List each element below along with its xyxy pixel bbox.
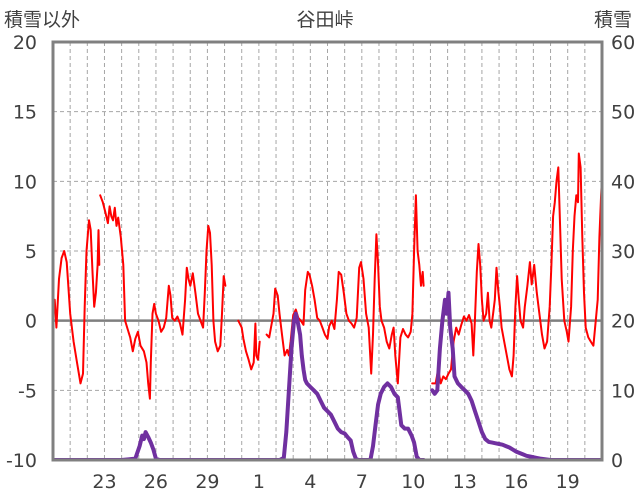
chart-title: 谷田峠 (296, 9, 353, 31)
x-tick-label: 1 (253, 471, 265, 493)
y-left-tick-label: 0 (25, 311, 37, 333)
x-tick-label: 10 (401, 471, 425, 493)
y-left-tick-labels: 20 15 10 5 0 -5 -10 (6, 32, 37, 472)
y-left-tick-label: 10 (13, 171, 37, 193)
x-tick-label: 23 (92, 471, 116, 493)
horizontal-gridlines (53, 111, 602, 391)
y-right-tick-label: 50 (611, 102, 635, 124)
x-tick-label: 13 (453, 471, 477, 493)
y-right-tick-label: 30 (611, 241, 635, 263)
x-tick-label: 26 (144, 471, 168, 493)
y-right-tick-label: 40 (611, 171, 635, 193)
x-tick-labels: 23 26 29 1 4 7 10 13 16 19 (92, 471, 579, 493)
x-tick-label: 4 (304, 471, 316, 493)
x-tick-label: 19 (556, 471, 580, 493)
plot-frame (51, 40, 604, 462)
y-right-tick-label: 20 (611, 311, 635, 333)
y-left-tick-label: 15 (13, 102, 37, 124)
x-tick-label: 16 (504, 471, 528, 493)
y-right-tick-labels: 60 50 40 30 20 10 0 (611, 32, 635, 472)
x-tick-label: 7 (356, 471, 368, 493)
other-series-segment (53, 219, 101, 385)
y-right-tick-label: 60 (611, 32, 635, 54)
y-right-axis-label: 積雪 (594, 9, 632, 31)
other-series-segment (431, 152, 602, 385)
y-left-axis-label: 積雪以外 (4, 9, 80, 31)
other-series-segment (99, 194, 227, 400)
x-tick-label: 29 (195, 471, 219, 493)
snow-depth-series-segment (53, 311, 426, 460)
y-left-tick-label: 20 (13, 32, 37, 54)
y-right-tick-label: 10 (611, 380, 635, 402)
y-right-tick-label: 0 (611, 450, 623, 472)
other-series-segment (237, 319, 261, 371)
y-left-tick-label: 5 (25, 241, 37, 263)
y-left-tick-label: -10 (6, 450, 37, 472)
y-left-tick-label: -5 (18, 380, 37, 402)
